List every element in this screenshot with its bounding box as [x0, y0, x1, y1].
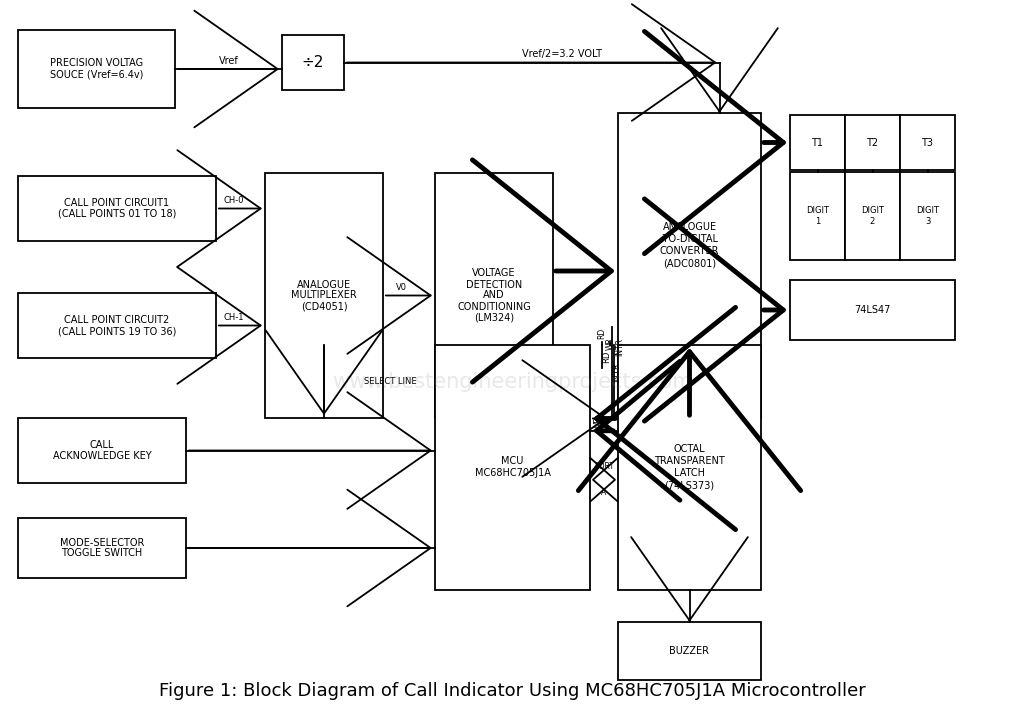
Text: TRANSPARENT: TRANSPARENT [654, 457, 725, 467]
Text: BUZZER: BUZZER [670, 646, 710, 656]
Bar [18, 418, 186, 483]
Bar [435, 345, 590, 590]
Bar [845, 172, 900, 260]
Text: (CALL POINTS 19 TO 36): (CALL POINTS 19 TO 36) [57, 326, 176, 336]
Text: ANALOGUE: ANALOGUE [297, 280, 351, 290]
Text: INTR: INTR [612, 362, 622, 382]
Text: CALL: CALL [90, 440, 115, 450]
Text: www.bestengineeringprojects.com: www.bestengineeringprojects.com [332, 372, 692, 392]
Bar [618, 345, 761, 590]
Text: Figure 1: Block Diagram of Call Indicator Using MC68HC705J1A Microcontroller: Figure 1: Block Diagram of Call Indicato… [159, 682, 865, 700]
Text: CH-0: CH-0 [224, 196, 245, 205]
Bar [845, 115, 900, 170]
Text: T3: T3 [922, 137, 934, 147]
Text: DIGIT: DIGIT [916, 206, 939, 215]
Text: SELECT LINE: SELECT LINE [364, 377, 417, 386]
Bar [18, 30, 175, 108]
Bar [435, 173, 553, 418]
Text: (CALL POINTS 01 TO 18): (CALL POINTS 01 TO 18) [57, 209, 176, 219]
Text: A: A [601, 489, 606, 497]
Text: MCU: MCU [502, 457, 523, 467]
Text: LATCH: LATCH [674, 469, 705, 479]
Text: ANALOGUE: ANALOGUE [663, 222, 717, 232]
Text: TOGGLE SWITCH: TOGGLE SWITCH [61, 549, 142, 559]
Text: 3: 3 [925, 217, 930, 226]
Text: DIGIT: DIGIT [861, 206, 884, 215]
Text: SOUCE (Vref=6.4v): SOUCE (Vref=6.4v) [50, 69, 143, 79]
Bar [790, 172, 845, 260]
Text: OCTAL: OCTAL [674, 445, 706, 455]
Text: PORT: PORT [594, 462, 614, 472]
Text: V0: V0 [395, 283, 407, 292]
Bar [282, 35, 344, 90]
Text: (CD4051): (CD4051) [301, 302, 347, 312]
Text: WR: WR [605, 337, 614, 350]
Text: 2: 2 [869, 217, 876, 226]
Text: AND: AND [483, 290, 505, 300]
Polygon shape [593, 458, 618, 502]
Bar [790, 280, 955, 340]
Text: DETECTION: DETECTION [466, 280, 522, 290]
Text: VOLTAGE: VOLTAGE [472, 268, 516, 278]
Text: Vref: Vref [219, 56, 239, 66]
Text: DIGIT: DIGIT [806, 206, 829, 215]
Bar [265, 173, 383, 418]
Text: T1: T1 [811, 137, 823, 147]
Text: MULTIPLEXER: MULTIPLEXER [291, 290, 357, 300]
Text: CH-1: CH-1 [224, 313, 245, 322]
Bar [900, 172, 955, 260]
Text: PRECISION VOLTAG: PRECISION VOLTAG [50, 59, 143, 69]
Bar [790, 115, 845, 170]
Text: INTR: INTR [615, 338, 625, 356]
Text: (LM324): (LM324) [474, 312, 514, 323]
Text: RD: RD [597, 328, 606, 339]
Text: Vref/2=3.2 VOLT: Vref/2=3.2 VOLT [522, 50, 602, 59]
Text: CALL POINT CIRCUIT2: CALL POINT CIRCUIT2 [65, 315, 170, 325]
Text: WR: WR [594, 416, 602, 430]
Bar [18, 176, 216, 241]
Bar [618, 622, 761, 680]
Bar [18, 293, 216, 358]
Text: CONDITIONING: CONDITIONING [457, 302, 530, 312]
Bar [618, 113, 761, 418]
Text: ÷2: ÷2 [302, 55, 325, 70]
Bar [900, 115, 955, 170]
Bar [18, 518, 186, 578]
Text: -TO-DIGITAL: -TO-DIGITAL [660, 234, 719, 244]
Polygon shape [590, 458, 615, 502]
Text: 74LS47: 74LS47 [854, 305, 891, 315]
Text: CALL POINT CIRCUIT1: CALL POINT CIRCUIT1 [65, 198, 170, 208]
Text: MODE-SELECTOR: MODE-SELECTOR [59, 537, 144, 547]
Text: T2: T2 [866, 137, 879, 147]
Text: RD: RD [602, 350, 611, 362]
Text: MC68HC705J1A: MC68HC705J1A [474, 469, 551, 479]
Text: (ADC0801): (ADC0801) [663, 258, 716, 268]
Text: (74LS373): (74LS373) [665, 481, 715, 491]
Text: 1: 1 [815, 217, 820, 226]
Text: ACKNOWLEDGE KEY: ACKNOWLEDGE KEY [52, 451, 152, 461]
Text: CONVERTER: CONVERTER [659, 246, 719, 256]
